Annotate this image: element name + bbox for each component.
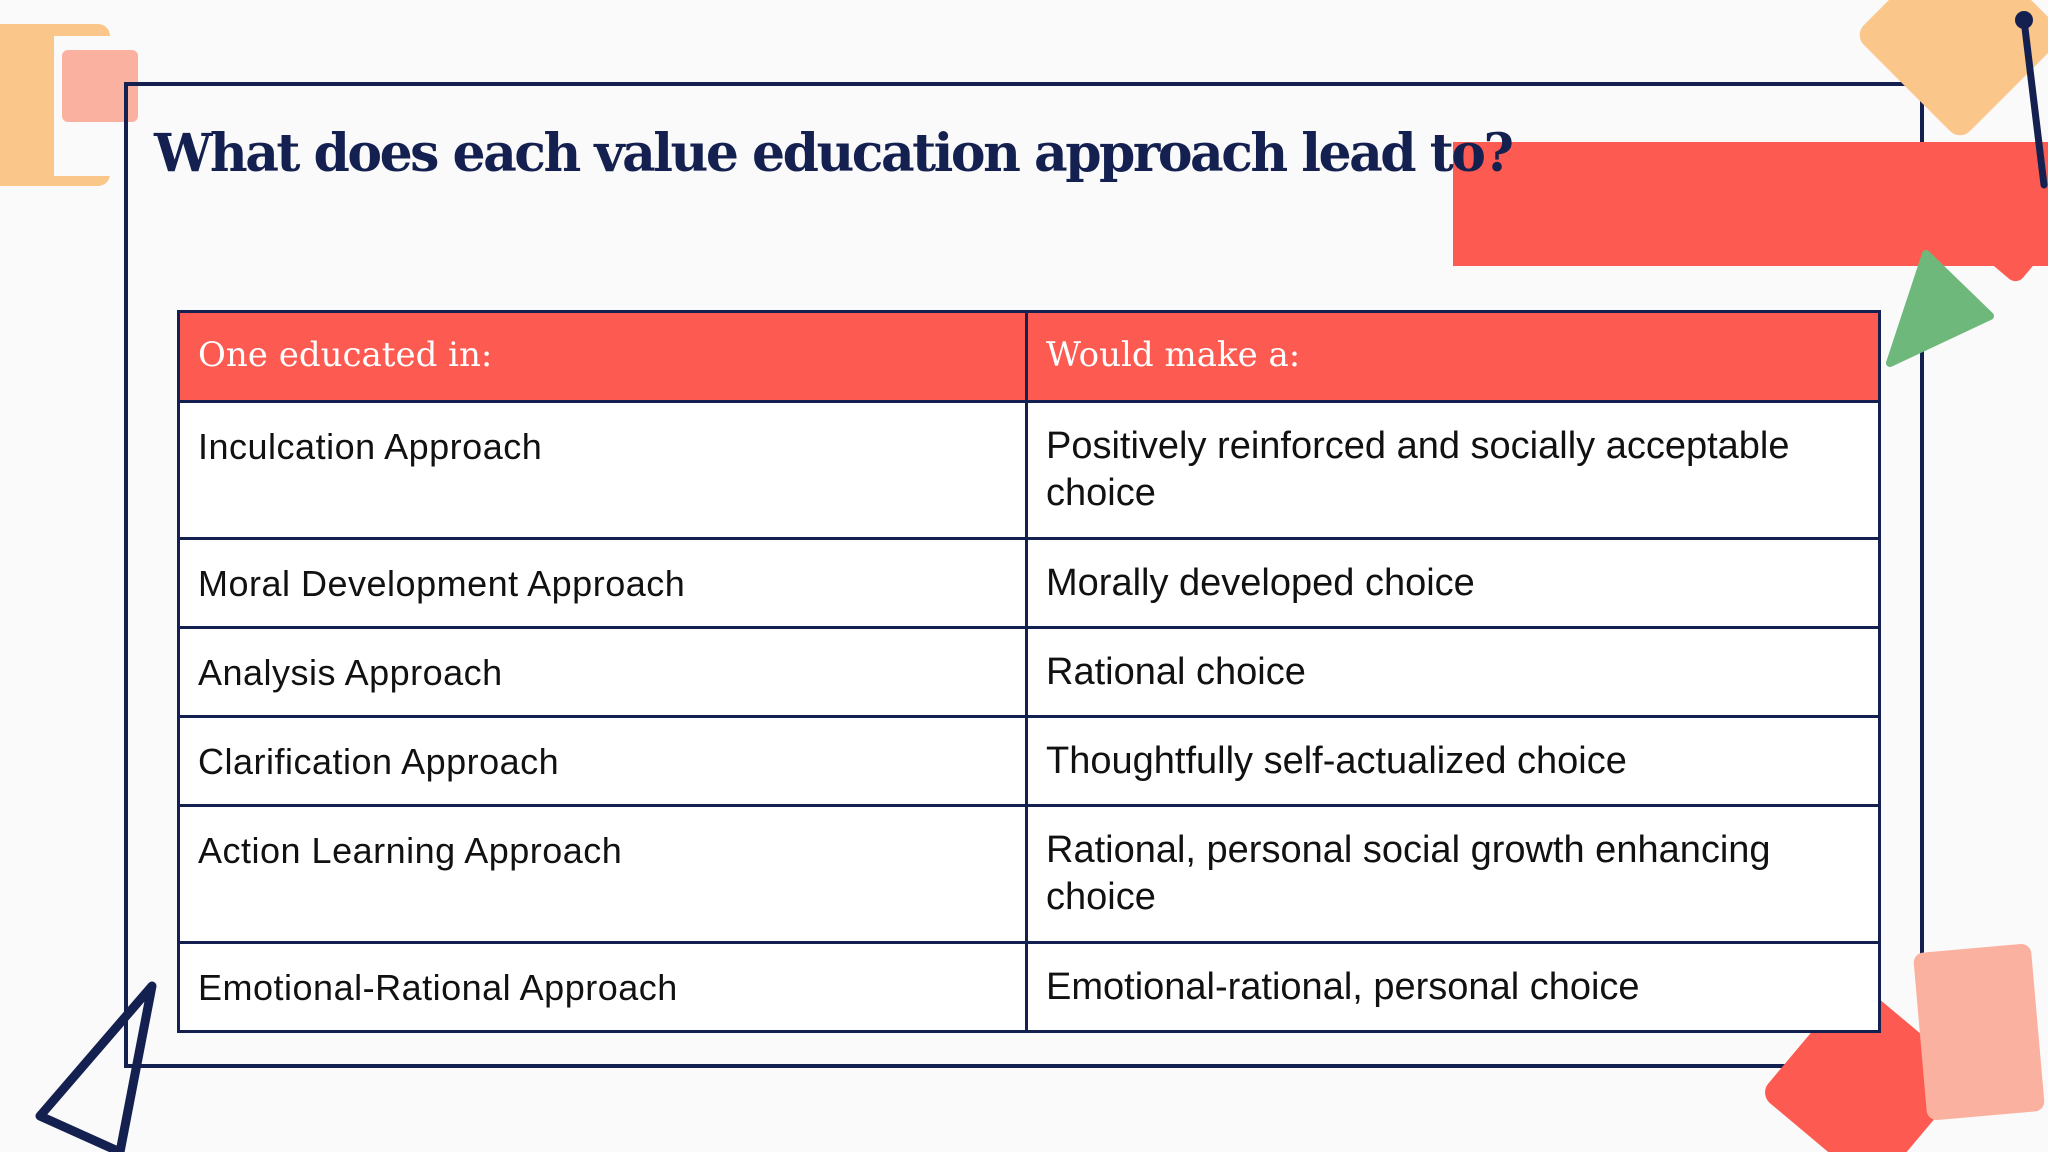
slide-title: What does each value education approach … [154, 123, 1514, 184]
table-row: Action Learning Approach Rational, perso… [177, 804, 1881, 944]
outcome-cell: Thoughtfully self-actualized choice [1025, 715, 1881, 807]
outcome-cell: Morally developed choice [1025, 537, 1881, 629]
approach-cell: Moral Development Approach [177, 537, 1028, 629]
slide-frame [124, 82, 1924, 1068]
decorative-green-triangle [1886, 250, 1994, 367]
header-would-make-a: Would make a: [1025, 310, 1881, 403]
approach-table: One educated in: Would make a: Inculcati… [177, 310, 1881, 1033]
table-row: Analysis Approach Rational choice [177, 626, 1881, 718]
approach-cell: Clarification Approach [177, 715, 1028, 807]
header-one-educated-in: One educated in: [177, 310, 1028, 403]
approach-cell: Action Learning Approach [177, 804, 1028, 944]
table-row: Emotional-Rational Approach Emotional-ra… [177, 941, 1881, 1033]
approach-cell: Emotional-Rational Approach [177, 941, 1028, 1033]
table-row: Moral Development Approach Morally devel… [177, 537, 1881, 629]
approach-cell: Inculcation Approach [177, 400, 1028, 540]
decorative-navy-line [2015, 11, 2048, 189]
table-row: Inculcation Approach Positively reinforc… [177, 400, 1881, 540]
table-header-row: One educated in: Would make a: [177, 310, 1881, 403]
outcome-cell: Emotional-rational, personal choice [1025, 941, 1881, 1033]
outcome-cell: Positively reinforced and socially accep… [1025, 400, 1881, 540]
decorative-navy-triangle-outline [35, 981, 157, 1152]
approach-table-container: One educated in: Would make a: Inculcati… [177, 310, 1881, 1033]
approach-cell: Analysis Approach [177, 626, 1028, 718]
outcome-cell: Rational, personal social growth enhanci… [1025, 804, 1881, 944]
table-row: Clarification Approach Thoughtfully self… [177, 715, 1881, 807]
decorative-pink-rectangle [1912, 943, 2046, 1121]
outcome-cell: Rational choice [1025, 626, 1881, 718]
decorative-coral-bar [1453, 142, 2048, 266]
